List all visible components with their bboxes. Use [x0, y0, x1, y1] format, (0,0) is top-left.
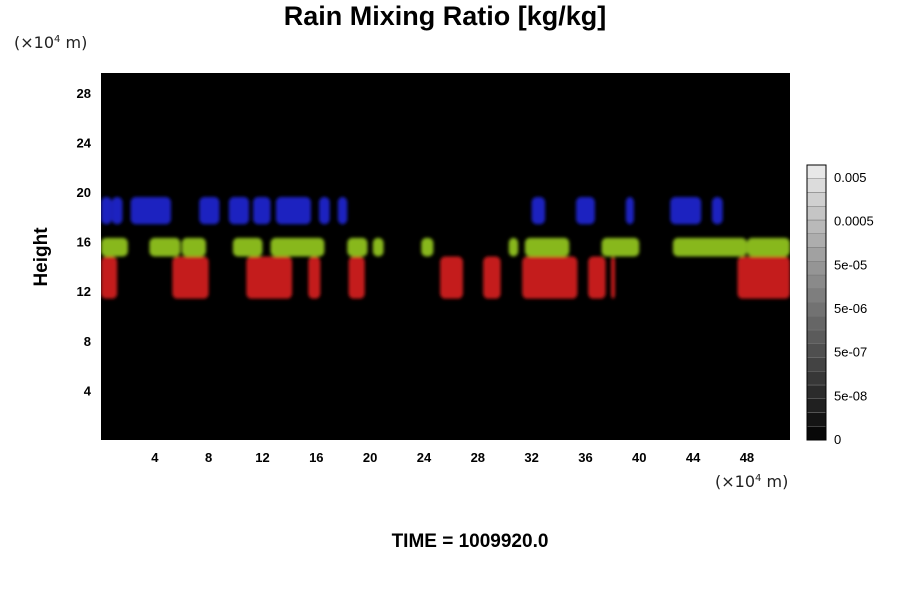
band-lower-segment-0: [101, 256, 118, 299]
band-lower-segment-4: [348, 256, 365, 299]
x-tick-label: 40: [632, 450, 646, 465]
band-upper-segment-12: [670, 196, 702, 225]
x-tick-label: 32: [524, 450, 538, 465]
band-middle-segment-6: [372, 237, 384, 257]
colorbar-level: [806, 261, 827, 276]
colorbar: 0 5e-08 5e-07 5e-06 5e-05 0.0005 0.005: [806, 164, 874, 447]
colorbar-level: [806, 233, 827, 248]
band-lower-segment-1: [172, 256, 209, 299]
colorbar-level: [806, 384, 827, 399]
band-middle-segment-7: [421, 237, 434, 257]
x-tick-label: 48: [740, 450, 754, 465]
colorbar-tick-label: 0.0005: [834, 214, 874, 229]
colorbar-level: [806, 164, 827, 179]
band-upper-segment-3: [199, 196, 220, 225]
band-upper-segment-0: [101, 196, 112, 225]
x-tick-label: 4: [151, 450, 159, 465]
x-tick-label: 28: [471, 450, 485, 465]
band-lower-segment-2: [246, 256, 293, 299]
x-tick-label: 8: [205, 450, 212, 465]
y-tick-label: 20: [77, 185, 91, 200]
colorbar-level: [806, 178, 827, 193]
y-axis-unit: (×104 m): [14, 33, 88, 52]
colorbar-tick-label: 5e-06: [834, 301, 867, 316]
band-middle-segment-1: [149, 237, 181, 257]
y-tick-label: 28: [77, 86, 91, 101]
colorbar-level: [806, 357, 827, 372]
band-upper-segment-9: [531, 196, 546, 225]
colorbar-level: [806, 302, 827, 317]
band-upper-segment-8: [337, 196, 348, 225]
colorbar-level: [806, 288, 827, 303]
band-middle-segment-4: [270, 237, 325, 257]
colorbar-level: [806, 412, 827, 427]
band-upper-segment-6: [275, 196, 311, 225]
band-middle-segment-9: [524, 237, 570, 257]
colorbar-level: [806, 371, 827, 386]
chart-title: Rain Mixing Ratio [kg/kg]: [283, 1, 607, 31]
x-tick-label: 12: [255, 450, 269, 465]
y-tick-label: 8: [84, 334, 91, 349]
band-upper-segment-4: [228, 196, 250, 225]
band-lower-segment-6: [483, 256, 501, 299]
y-tick-label: 12: [77, 284, 91, 299]
band-middle-segment-3: [232, 237, 263, 257]
x-tick-label: 16: [309, 450, 323, 465]
band-middle-segment-12: [746, 237, 790, 257]
band-lower-segment-8: [588, 256, 606, 299]
colorbar-level: [806, 329, 827, 344]
y-tick-label: 4: [84, 383, 92, 398]
band-middle-segment-10: [601, 237, 640, 257]
band-upper-segment-7: [319, 196, 330, 225]
band-lower-segment-9: [611, 256, 616, 299]
band-lower-segment-10: [737, 256, 790, 299]
colorbar-tick-label: 5e-07: [834, 345, 867, 360]
colorbar-frame: [806, 164, 827, 441]
colorbar-level: [806, 192, 827, 207]
colorbar-tick-label: 5e-08: [834, 388, 867, 403]
colorbar-tick-label: 5e-05: [834, 257, 867, 272]
colorbar-level: [806, 316, 827, 331]
colorbar-level: [806, 426, 827, 441]
band-upper-segment-13: [711, 196, 723, 225]
band-middle-segment-5: [347, 237, 368, 257]
band-middle-segment-0: [101, 237, 128, 257]
x-tick-label: 36: [578, 450, 592, 465]
band-upper-segment-11: [625, 196, 634, 225]
band-middle-segment-2: [181, 237, 206, 257]
band-middle-segment-11: [672, 237, 747, 257]
band-middle-segment-8: [508, 237, 519, 257]
band-upper-segment-1: [111, 196, 123, 225]
colorbar-tick-label: 0.005: [834, 170, 867, 185]
band-upper-segment-10: [576, 196, 595, 225]
x-tick-label: 24: [417, 450, 432, 465]
y-tick-label: 16: [77, 235, 91, 250]
y-tick-label: 24: [77, 135, 92, 150]
colorbar-tick-label: 0: [834, 432, 841, 447]
band-lower-segment-5: [440, 256, 463, 299]
time-label: TIME = 1009920.0: [391, 531, 549, 552]
band-upper-segment-2: [130, 196, 171, 225]
x-tick-label: 44: [686, 450, 701, 465]
x-axis-unit: (×104 m): [715, 472, 789, 491]
colorbar-level: [806, 219, 827, 234]
x-tick-label: 20: [363, 450, 377, 465]
band-lower-segment-3: [308, 256, 321, 299]
band-upper-segment-5: [253, 196, 271, 225]
colorbar-level: [806, 247, 827, 262]
colorbar-level: [806, 206, 827, 221]
band-lower-segment-7: [522, 256, 578, 299]
colorbar-level: [806, 398, 827, 413]
colorbar-level: [806, 343, 827, 358]
colorbar-level: [806, 274, 827, 289]
